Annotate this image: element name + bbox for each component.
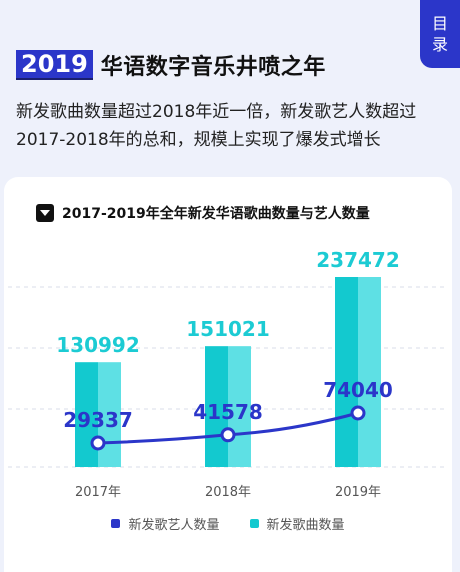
legend-swatch-artists [111, 519, 121, 528]
summary-line-1: 新发歌曲数量超过2018年近一倍，新发歌艺人数超过 [16, 102, 417, 122]
line-point [220, 427, 236, 443]
bar-value-label: 130992 [56, 333, 140, 357]
chart-card: 2017-2019年全年新发华语歌曲数量与艺人数量 130992 151021 23… [4, 177, 452, 572]
legend: 新发歌艺人数量 新发歌曲数量 [4, 514, 452, 533]
bar-value-label: 151021 [186, 317, 270, 341]
line-value-label: 29337 [63, 408, 133, 432]
headline: 2019 华语数字音乐井喷之年 [16, 50, 326, 80]
summary-text: 新发歌曲数量超过2018年近一倍，新发歌艺人数超过 2017-2018年的总和，… [16, 98, 446, 154]
line-point [350, 405, 366, 421]
bar-highlight [358, 277, 381, 467]
summary-line-2: 2017-2018年的总和，规模上实现了爆发式增长 [16, 130, 381, 150]
triangle-down-icon [36, 204, 54, 222]
toc-label-1: 目 [431, 14, 448, 33]
legend-label-artists: 新发歌艺人数量 [128, 518, 220, 533]
bar-value-label: 237472 [316, 248, 400, 272]
legend-label-songs: 新发歌曲数量 [266, 518, 345, 533]
legend-swatch-songs [249, 519, 259, 528]
x-tick-label: 2019年 [335, 485, 381, 500]
x-tick-label: 2017年 [75, 485, 121, 500]
legend-item-songs: 新发歌曲数量 [249, 514, 345, 533]
chart-svg: 130992 151021 237472 29337 41578 74040 2017年 20… [8, 248, 448, 500]
toc-button[interactable]: 目 录 [420, 0, 460, 68]
x-tick-label: 2018年 [205, 485, 251, 500]
chart-title: 2017-2019年全年新发华语歌曲数量与艺人数量 [62, 206, 370, 222]
page-title: 华语数字音乐井喷之年 [100, 55, 326, 80]
legend-item-artists: 新发歌艺人数量 [111, 514, 220, 533]
chart-title-row: 2017-2019年全年新发华语歌曲数量与艺人数量 [36, 203, 370, 223]
line-point [90, 435, 106, 451]
line-value-label: 74040 [323, 378, 393, 402]
year-badge: 2019 [16, 50, 93, 80]
toc-label-2: 录 [431, 35, 448, 54]
bar-2019年 [335, 277, 358, 467]
line-value-label: 41578 [193, 400, 263, 424]
